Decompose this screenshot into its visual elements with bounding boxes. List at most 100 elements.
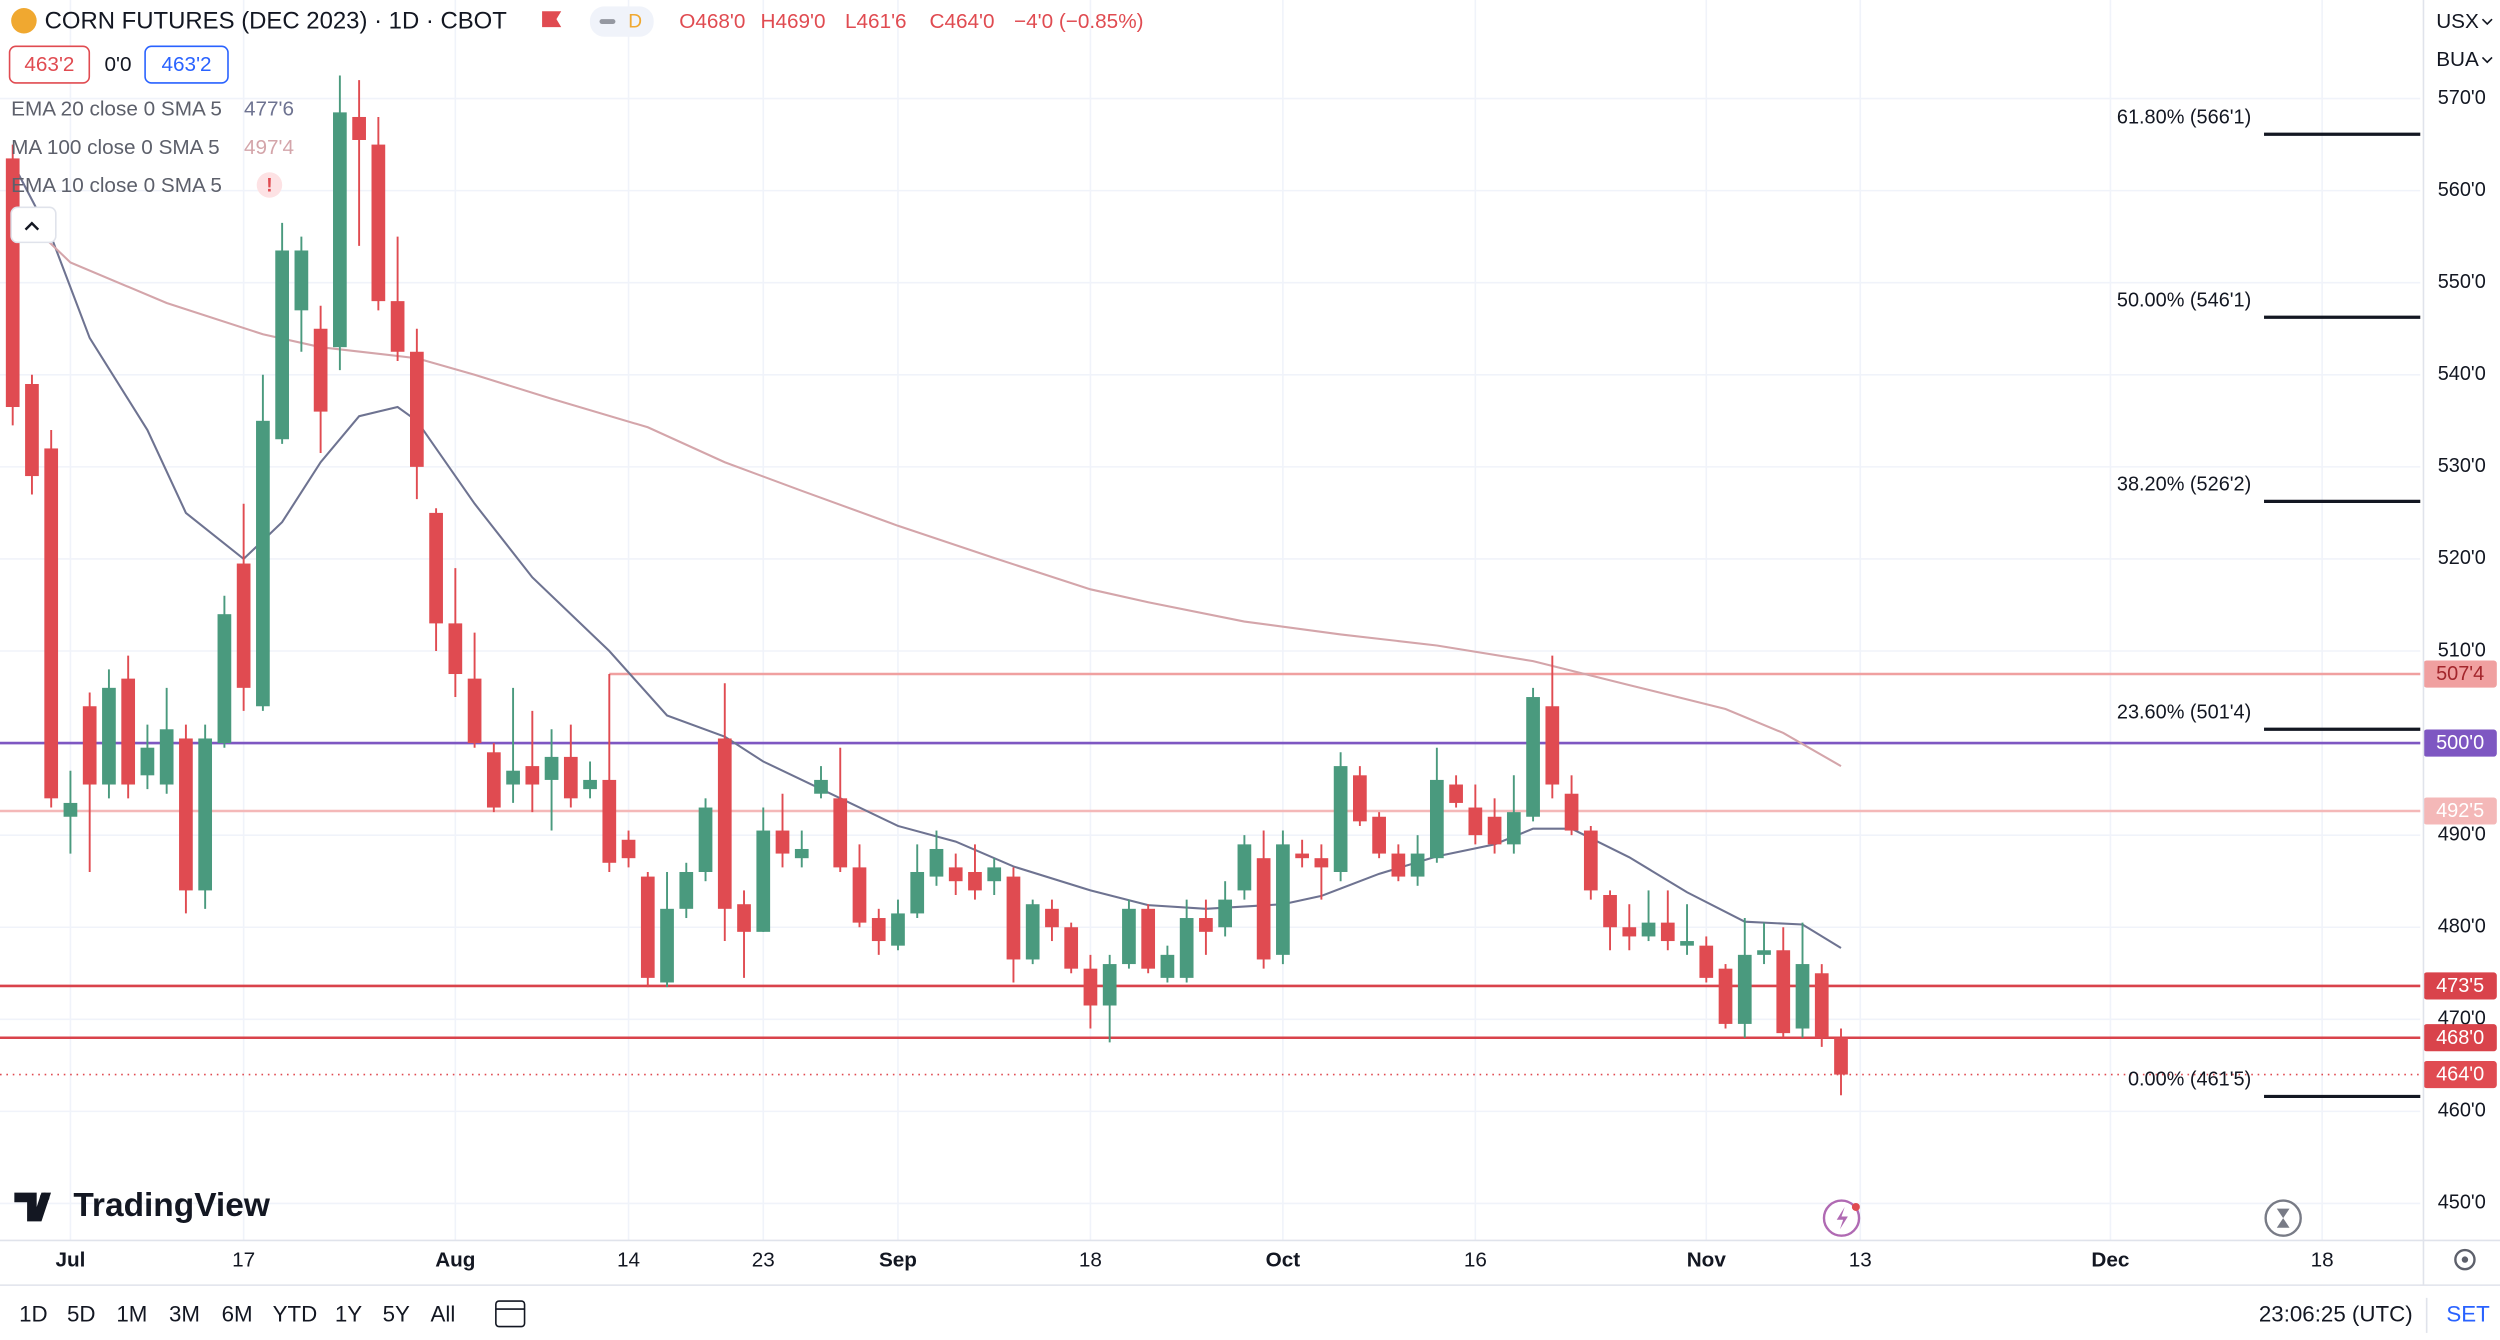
- candle-body: [1449, 784, 1463, 803]
- price-level-label: 492'5: [2436, 800, 2484, 822]
- fib-label: 61.80% (566'1): [2117, 107, 2251, 129]
- fib-label: 50.00% (546'1): [2117, 290, 2251, 312]
- candle-body: [102, 687, 116, 785]
- brand-logo-dot: [39, 1192, 50, 1203]
- period-button[interactable]: 1D: [19, 1301, 48, 1326]
- candle-body: [1199, 918, 1213, 932]
- candle-body: [1429, 779, 1444, 859]
- x-tick-label: 14: [617, 1249, 640, 1272]
- candle-body: [275, 250, 289, 440]
- indicator-line: [11, 162, 1842, 949]
- candle-body: [409, 351, 424, 467]
- y-tick-label: 560'0: [2438, 179, 2486, 201]
- buy-box[interactable]: [144, 45, 229, 84]
- candle-body: [44, 448, 59, 799]
- interval-badge: D: [628, 11, 642, 32]
- y-tick-label: 490'0: [2438, 823, 2486, 845]
- chevron-down: [2481, 18, 2493, 26]
- period-button[interactable]: 1M: [116, 1301, 147, 1326]
- candle-body: [1333, 766, 1348, 872]
- candle-body: [1641, 922, 1656, 937]
- indicator-status: !: [266, 176, 272, 197]
- price-level-box: [2423, 729, 2497, 757]
- x-tick-label: Jul: [55, 1249, 85, 1272]
- ohlc-close: C464'0: [930, 10, 995, 33]
- y-tick-label: 510'0: [2438, 639, 2486, 661]
- candle-body: [1006, 876, 1021, 960]
- period-button[interactable]: All: [430, 1301, 455, 1326]
- calendar-icon[interactable]: [495, 1300, 526, 1328]
- y-tick-label: 540'0: [2438, 363, 2486, 385]
- candle-body: [640, 876, 655, 978]
- sell-box[interactable]: [8, 45, 91, 84]
- candle-body: [63, 802, 78, 817]
- candle-body: [852, 867, 867, 923]
- y-tick-label: 570'0: [2438, 87, 2486, 109]
- candle-body: [833, 798, 848, 868]
- candle-body: [179, 738, 193, 891]
- x-tick-label: 18: [2311, 1249, 2334, 1272]
- candle-body: [1256, 858, 1271, 960]
- x-tick-label: Sep: [879, 1249, 917, 1272]
- candle-body: [544, 756, 559, 780]
- buy-price: 463'2: [162, 53, 212, 76]
- price-level-box: [2423, 1024, 2497, 1052]
- error-badge: [256, 172, 283, 198]
- period-button[interactable]: 6M: [222, 1301, 253, 1326]
- y-tick-label: 550'0: [2438, 271, 2486, 293]
- settings-gear[interactable]: [2454, 1248, 2476, 1271]
- candle-body: [987, 867, 1002, 882]
- candle-body: [525, 766, 540, 785]
- period-bar: 1D 5D 1M 3M 6M YTD 1Y 5Y All: [19, 1301, 455, 1326]
- candle-body: [1487, 816, 1502, 845]
- candle-body: [429, 512, 443, 624]
- candle-body: [1045, 908, 1059, 928]
- fib-label: 23.60% (501'4): [2117, 702, 2251, 724]
- candle-body: [602, 779, 617, 863]
- candle-body: [583, 779, 597, 790]
- indicator-value: 477'6: [244, 98, 294, 121]
- period-button[interactable]: 1Y: [335, 1301, 362, 1326]
- currency[interactable]: USX: [2436, 10, 2479, 33]
- period-button[interactable]: YTD: [273, 1301, 318, 1326]
- x-tick-label: Oct: [1266, 1249, 1301, 1272]
- candle-body: [756, 830, 771, 932]
- candle-body: [1160, 954, 1175, 978]
- ohlc-high: H469'0: [761, 10, 826, 33]
- indicator-name: EMA 10 close 0 SMA 5: [11, 174, 222, 197]
- candle-body: [563, 756, 578, 799]
- replay-icon[interactable]: [2264, 1199, 2302, 1237]
- settings-label[interactable]: SET: [2446, 1301, 2490, 1326]
- grid: [0, 0, 2421, 1241]
- period-button[interactable]: 3M: [169, 1301, 200, 1326]
- sell-price: 463'2: [24, 53, 74, 76]
- period-button[interactable]: 5Y: [383, 1301, 410, 1326]
- candle-body: [25, 383, 39, 477]
- candle-body: [352, 116, 366, 140]
- candle-body: [1295, 853, 1309, 859]
- candle-body: [371, 144, 386, 302]
- candle-body: [486, 752, 501, 808]
- ohlc-low: L461'6: [845, 10, 907, 33]
- price-level-box: [2423, 797, 2497, 825]
- candle-body: [737, 904, 751, 932]
- candle-body: [256, 420, 270, 707]
- candle-body: [1834, 1037, 1848, 1075]
- gear-center: [2461, 1256, 2469, 1263]
- y-tick-label: 480'0: [2438, 916, 2486, 938]
- candle-body: [871, 918, 886, 942]
- candle-body: [679, 871, 694, 909]
- ohlc-open: O468'0: [679, 10, 745, 33]
- candle-body: [1622, 927, 1637, 937]
- candle-body: [1083, 968, 1098, 1006]
- x-tick-label: Nov: [1687, 1249, 1727, 1272]
- indicator-name: MA 100 close 0 SMA 5: [11, 136, 219, 159]
- flag-icon[interactable]: [542, 11, 562, 28]
- candle-body: [1218, 899, 1233, 928]
- period-button[interactable]: 5D: [67, 1301, 96, 1326]
- candle-body: [1814, 973, 1829, 1038]
- spread: 0'0: [104, 53, 131, 76]
- candle-body: [794, 848, 809, 859]
- unit[interactable]: BUA: [2436, 48, 2479, 71]
